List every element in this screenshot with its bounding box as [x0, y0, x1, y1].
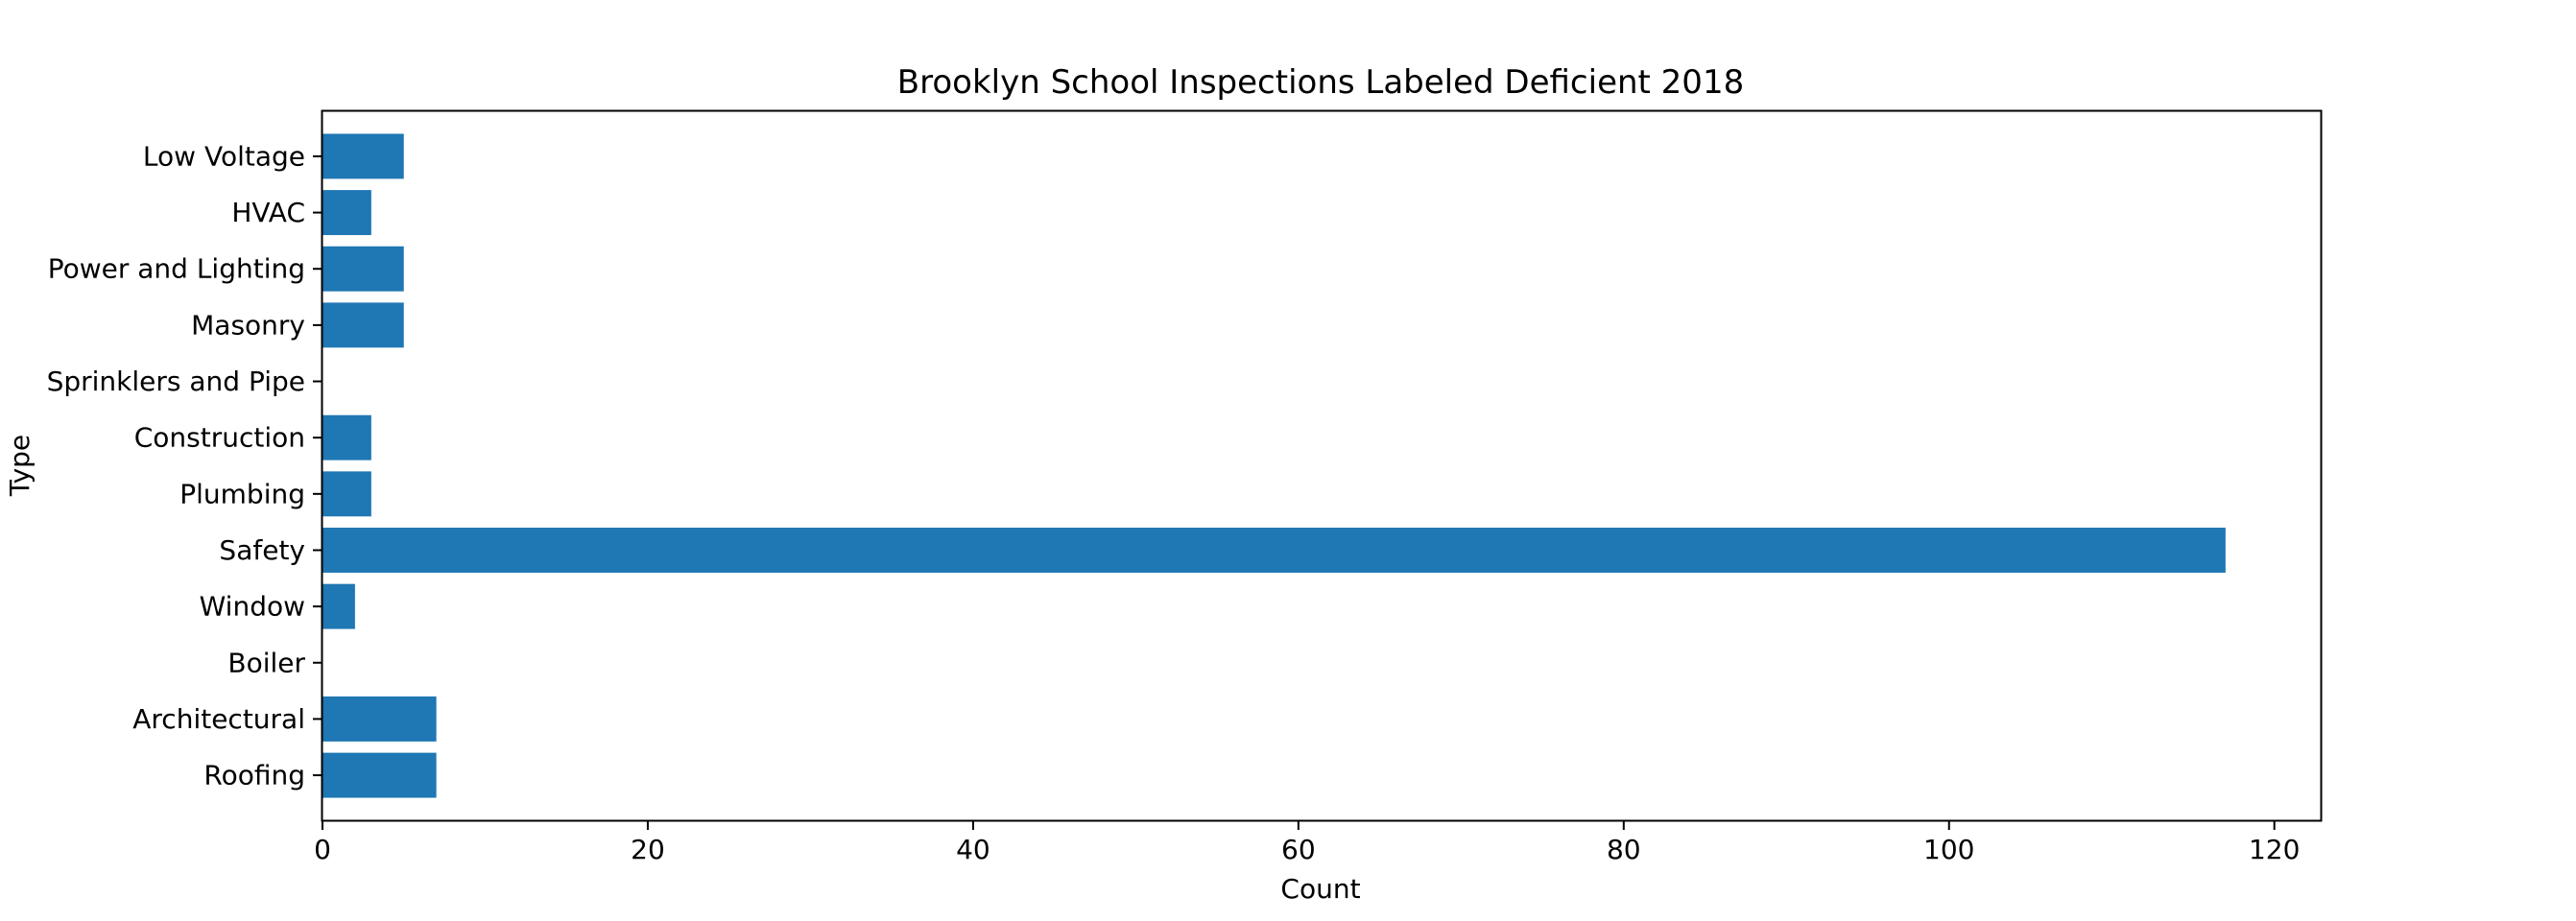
bar-architectural: [322, 696, 437, 742]
x-tick-label: 60: [1281, 834, 1316, 865]
bar-hvac: [322, 190, 371, 236]
y-axis-label: Type: [4, 435, 36, 497]
y-tick-label-safety: Safety: [219, 534, 305, 566]
x-tick-label: 0: [314, 834, 331, 865]
y-tick-label-boiler: Boiler: [227, 647, 305, 678]
x-tick-label: 80: [1607, 834, 1641, 865]
bar-window: [322, 583, 355, 629]
bar-masonry: [322, 302, 404, 348]
y-tick-label-hvac: HVAC: [231, 197, 305, 228]
y-tick-label-plumbing: Plumbing: [179, 478, 305, 509]
y-tick-label-window: Window: [200, 591, 305, 623]
y-tick-label-roofing: Roofing: [203, 760, 305, 791]
bar-construction: [322, 414, 371, 460]
x-axis: 0 20 40 60 80 100 120: [314, 820, 2300, 865]
x-tick-label: 100: [1923, 834, 1974, 865]
y-tick-label-masonry: Masonry: [191, 309, 305, 341]
y-tick-label-sprinklers-and-pipe: Sprinklers and Pipe: [47, 366, 305, 397]
y-tick-label-power-and-lighting: Power and Lighting: [48, 253, 305, 285]
y-tick-label-construction: Construction: [134, 422, 305, 454]
x-axis-label: Count: [1280, 873, 1360, 905]
bar-power-and-lighting: [322, 246, 404, 292]
bar-roofing: [322, 752, 437, 798]
chart-title: Brooklyn School Inspections Labeled Defi…: [897, 63, 1744, 102]
y-axis: Roofing Architectural Boiler Window Safety Pl…: [47, 140, 322, 791]
bar-safety: [322, 528, 2226, 573]
bar-low-voltage: [322, 133, 404, 179]
x-tick-label: 20: [631, 834, 665, 865]
bars-group: [322, 133, 2226, 798]
bar-plumbing: [322, 471, 371, 517]
y-tick-label-architectural: Architectural: [132, 703, 305, 735]
plot-frame: [321, 109, 2323, 822]
y-tick-label-low-voltage: Low Voltage: [143, 140, 305, 172]
x-tick-label: 120: [2249, 834, 2300, 865]
x-tick-label: 40: [956, 834, 990, 865]
